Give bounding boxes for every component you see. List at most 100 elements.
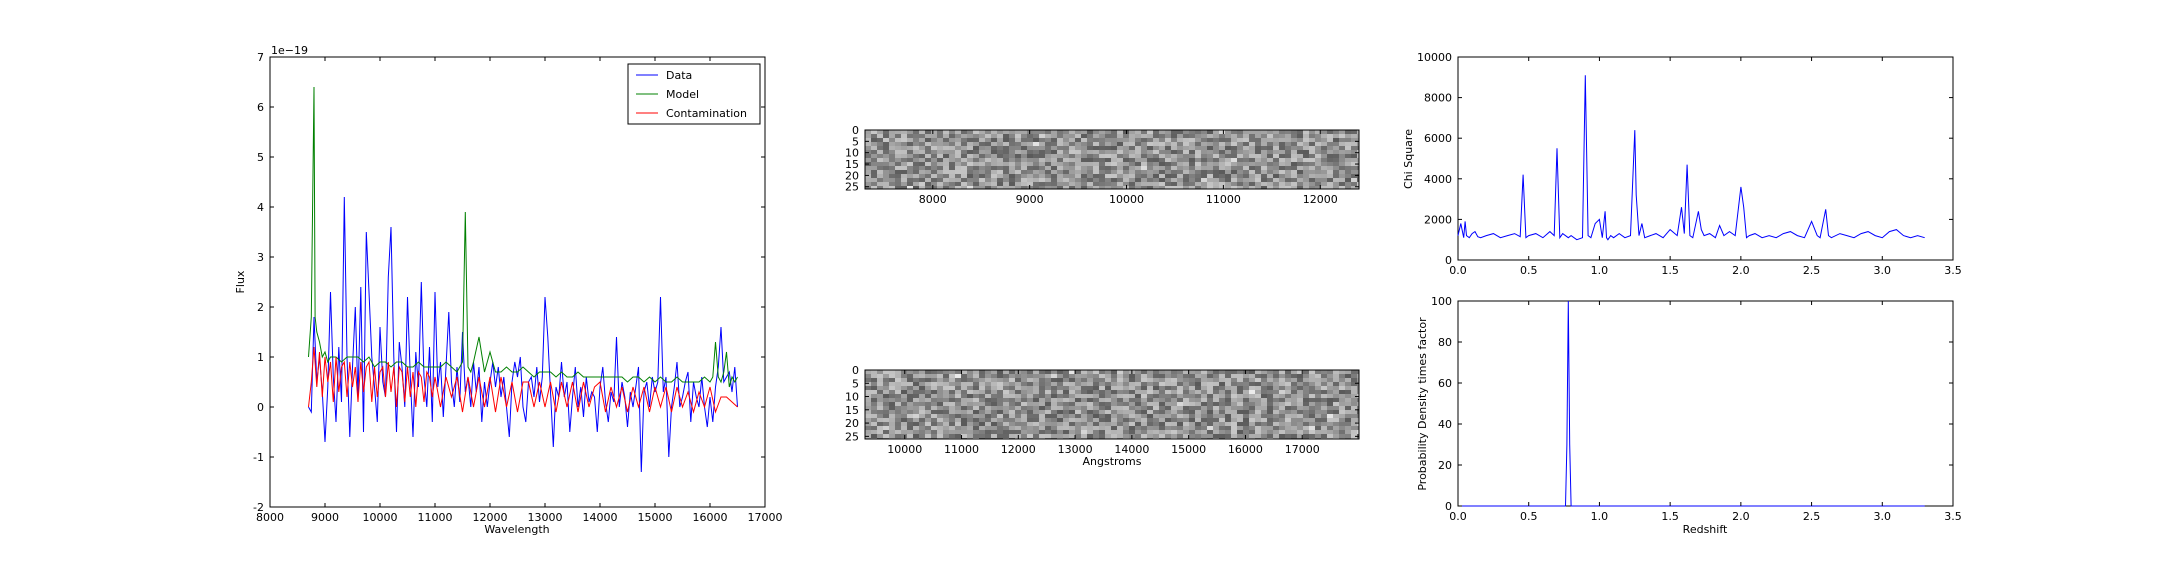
image-pixel (1123, 166, 1129, 170)
image-pixel (1141, 398, 1147, 402)
image-pixel (1009, 410, 1015, 414)
image-pixel (1225, 150, 1231, 154)
image-pixel (1183, 182, 1189, 186)
image-pixel (1141, 174, 1147, 178)
image-pixel (889, 130, 895, 134)
image-pixel (1231, 130, 1237, 134)
image-pixel (1255, 374, 1261, 378)
image-pixel (1249, 166, 1255, 170)
image-pixel (1105, 402, 1111, 406)
x-tick-label: 13000 (528, 511, 563, 524)
image-pixel (1327, 426, 1333, 430)
image-pixel (1123, 154, 1129, 158)
image-pixel (865, 178, 871, 182)
image-pixel (889, 426, 895, 430)
image-pixel (1279, 174, 1285, 178)
image-pixel (1351, 162, 1357, 166)
image-pixel (1207, 406, 1213, 410)
image-pixel (979, 370, 985, 374)
image-pixel (1063, 434, 1069, 438)
image-pixel (1165, 410, 1171, 414)
probability-x-ticks: 0.0 0.5 1.0 1.5 2.0 2.5 3.0 3.5 (1449, 301, 1962, 523)
image-pixel (931, 170, 937, 174)
y-tick-label: 5 (852, 135, 859, 148)
image-pixel (901, 146, 907, 150)
image-pixel (997, 418, 1003, 422)
image-pixel (985, 390, 991, 394)
image-pixel (1267, 162, 1273, 166)
image-pixel (1087, 162, 1093, 166)
image-pixel (1171, 418, 1177, 422)
image-pixel (991, 138, 997, 142)
image-pixel (1183, 418, 1189, 422)
image-pixel (1141, 138, 1147, 142)
image-pixel (937, 178, 943, 182)
image-pixel (1147, 402, 1153, 406)
x-tick-label: 15000 (1171, 443, 1206, 456)
image-pixel (1321, 158, 1327, 162)
image-pixel (1255, 162, 1261, 166)
image-pixel (997, 434, 1003, 438)
image-pixel (1171, 406, 1177, 410)
image-pixel (1063, 426, 1069, 430)
image-pixel (1309, 418, 1315, 422)
image-pixel (1243, 138, 1249, 142)
image-pixel (1021, 374, 1027, 378)
image-pixel (865, 142, 871, 146)
x-tick-label: 15000 (638, 511, 673, 524)
image-pixel (1237, 386, 1243, 390)
image-pixel (1093, 174, 1099, 178)
image-pixel (1045, 146, 1051, 150)
image-pixel (1093, 422, 1099, 426)
image-pixel (1183, 406, 1189, 410)
image-pixel (1099, 178, 1105, 182)
image-pixel (1093, 374, 1099, 378)
image-pixel (1009, 414, 1015, 418)
image-pixel (1147, 182, 1153, 186)
image-pixel (1237, 142, 1243, 146)
image-pixel (907, 434, 913, 438)
image-pixel (907, 390, 913, 394)
image-pixel (1279, 402, 1285, 406)
image-pixel (901, 150, 907, 154)
image-pixel (1225, 186, 1231, 189)
image-pixel (943, 182, 949, 186)
image-pixel (1183, 374, 1189, 378)
image-pixel (1327, 418, 1333, 422)
image-pixel (1303, 166, 1309, 170)
image-pixel (1165, 414, 1171, 418)
image-pixel (1075, 430, 1081, 434)
image-pixel (1105, 178, 1111, 182)
image-pixel (1309, 158, 1315, 162)
image-pixel (1351, 378, 1357, 382)
image-pixel (1057, 398, 1063, 402)
image-pixel (1351, 146, 1357, 150)
image-pixel (889, 174, 895, 178)
image-pixel (1123, 418, 1129, 422)
image-pixel (1351, 390, 1357, 394)
image-pixel (1237, 430, 1243, 434)
image-pixel (1057, 150, 1063, 154)
image-pixel (1015, 186, 1021, 189)
image-pixel (1315, 418, 1321, 422)
x-tick-label: 13000 (1058, 443, 1093, 456)
image-pixel (1291, 162, 1297, 166)
image-pixel (1177, 134, 1183, 138)
image-pixel (1045, 142, 1051, 146)
image-pixel (1171, 382, 1177, 386)
image-pixel (973, 166, 979, 170)
image-pixel (1219, 378, 1225, 382)
image-pixel (913, 142, 919, 146)
image-pixel (1117, 426, 1123, 430)
image-pixel (1075, 398, 1081, 402)
image-pixel (1069, 186, 1075, 189)
image-pixel (1087, 130, 1093, 134)
y-tick-label: 25 (845, 430, 859, 443)
image-pixel (1123, 370, 1129, 374)
image-pixel (871, 402, 877, 406)
image-pixel (1285, 410, 1291, 414)
image-pixel (913, 370, 919, 374)
image-pixel (979, 174, 985, 178)
image-pixel (1279, 410, 1285, 414)
image-pixel (967, 410, 973, 414)
